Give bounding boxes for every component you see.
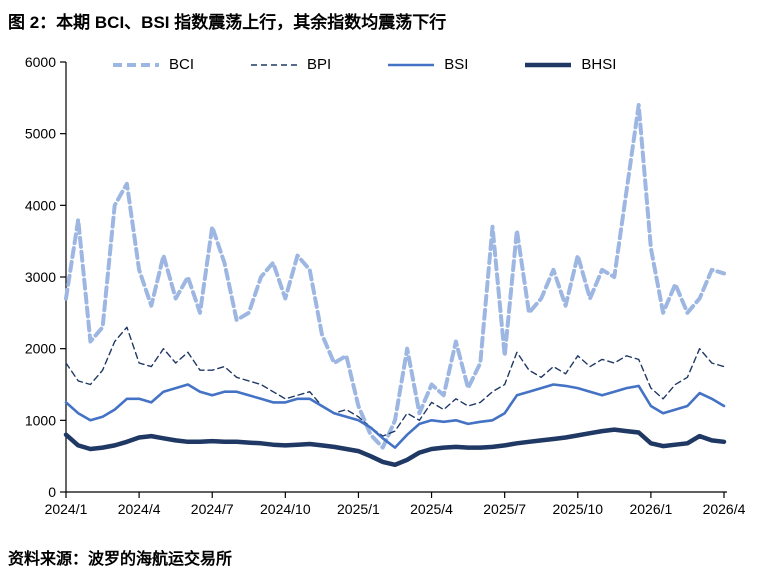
y-tick-label: 5000 (25, 126, 56, 142)
bpi-line-sample-icon (251, 63, 298, 66)
y-tick-label: 0 (48, 484, 56, 500)
bhsi-series-line (63, 427, 727, 468)
bsi-series-line (64, 383, 726, 449)
legend-label: BPI (307, 56, 332, 73)
bci-series-line (64, 103, 726, 450)
bpi-series-line (65, 326, 725, 437)
x-tick-label: 2024/7 (191, 501, 234, 517)
legend-item-bpi: BPI (250, 56, 331, 73)
y-tick-label: 2000 (25, 341, 56, 357)
source-note: 资料来源：波罗的海航运交易所 (8, 551, 233, 568)
x-tick-label: 2025/7 (483, 501, 526, 517)
legend-label: BCI (169, 56, 195, 73)
bci-line-sample-icon (113, 62, 159, 67)
legend-item-bhsi: BHSI (524, 56, 616, 73)
x-tick-label: 2026/4 (703, 501, 746, 517)
chart-legend: BCI BPI BSI BHSI (112, 56, 616, 73)
y-tick-label: 4000 (25, 197, 56, 213)
chart-title: 图 2：本期 BCI、BSI 指数震荡上行，其余指数均震荡下行 (8, 13, 447, 32)
y-tick-label: 3000 (25, 269, 56, 285)
legend-item-bci: BCI (112, 56, 194, 73)
bhsi-line-sample-icon (525, 62, 572, 67)
x-tick-label: 2026/1 (629, 501, 672, 517)
x-tick-label: 2024/1 (45, 501, 88, 517)
legend-label: BSI (444, 56, 469, 73)
y-tick-label: 1000 (25, 412, 56, 428)
bsi-line-sample-icon (388, 63, 435, 66)
y-tick-label: 6000 (25, 54, 56, 70)
y-axis-labels: 0 1000 2000 3000 4000 5000 6000 (25, 54, 66, 500)
x-axis-labels: 2024/1 2024/4 2024/7 2024/10 2025/1 2025/4 202… (45, 492, 746, 517)
x-tick-label: 2024/10 (260, 501, 311, 517)
axes (65, 62, 727, 493)
x-tick-label: 2025/4 (410, 501, 453, 517)
legend-item-bsi: BSI (387, 56, 468, 73)
x-tick-label: 2025/10 (552, 501, 603, 517)
x-tick-label: 2024/4 (118, 501, 161, 517)
legend-label: BHSI (581, 56, 617, 73)
x-tick-label: 2025/1 (337, 501, 380, 517)
